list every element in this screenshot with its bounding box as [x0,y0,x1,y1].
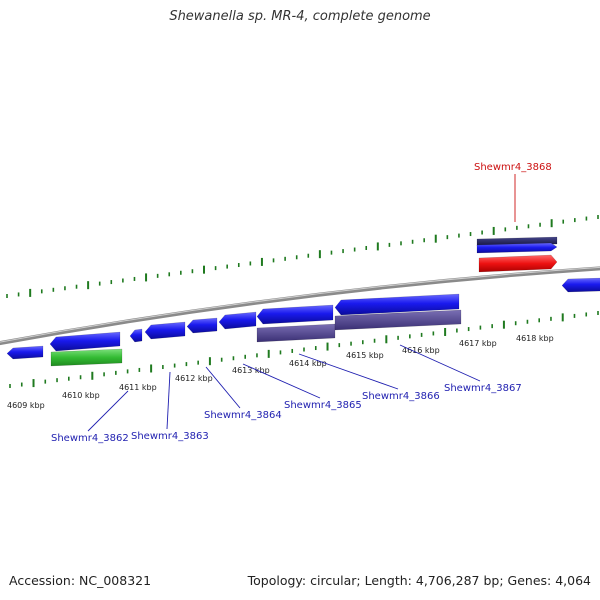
gene-next-arrow [561,277,600,293]
accession-text: Accession: NC_008321 [9,573,152,588]
genome-summary-text: Topology: circular; Length: 4,706,287 bp… [247,573,591,588]
tick-labels: 4609 kbp 4610 kbp 4611 kbp 4612 kbp 4613 kbp… [7,334,554,410]
tick-label: 4612 kbp [175,374,213,383]
gene-label-leader [87,390,129,432]
tick-label: 4613 kbp [232,366,270,375]
gene-label-leader [205,366,241,409]
genome-backbone [0,266,600,346]
gene-3862b-arrow [49,331,121,352]
gene-track [6,236,600,367]
tick-label: 4611 kbp [119,383,157,392]
gene-label: Shewmr4_3862 [51,433,129,444]
tick-label: 4616 kbp [402,346,440,355]
gene-label: Shewmr4_3867 [444,383,522,394]
gene-3864b-arrow [186,317,218,334]
gene-3864a-arrow [144,321,186,340]
gene-3868-arrow [476,242,558,254]
gene-label-leader [242,363,321,399]
cog-block-a [256,323,336,343]
tick-label: 4610 kbp [62,391,100,400]
gene-label: Shewmr4_3866 [362,391,440,402]
tick-label: 4617 kbp [459,339,497,348]
cog-block-b [334,309,462,331]
gene-label: Shewmr4_3864 [204,410,282,421]
tick-label: 4614 kbp [289,359,327,368]
gene-label: Shewmr4_3865 [284,400,362,411]
gene-3868-feature [478,254,558,273]
gene-3866-arrow [256,304,334,325]
gene-label-leader [399,344,481,382]
gene-label-leader [298,353,399,390]
inner-tick-track [9,311,599,388]
gene-label-leader [166,371,171,430]
gene-3865-arrow [218,311,257,330]
page-title: Shewanella sp. MR-4, complete genome [169,9,431,24]
green-feature [50,348,123,367]
gene-label: Shewmr4_3868 [474,162,552,173]
gene-3862-arrow [6,345,44,360]
outer-tick-track [6,215,599,298]
tick-label: 4609 kbp [7,401,45,410]
tick-label: 4615 kbp [346,351,384,360]
gene-3863-arrow [129,328,143,343]
gene-label: Shewmr4_3863 [131,431,209,442]
gene-labels: Shewmr4_3862 Shewmr4_3863Shewmr4_3864Shew… [51,162,552,444]
gene-3867-arrow [334,293,460,316]
tick-label: 4618 kbp [516,334,554,343]
